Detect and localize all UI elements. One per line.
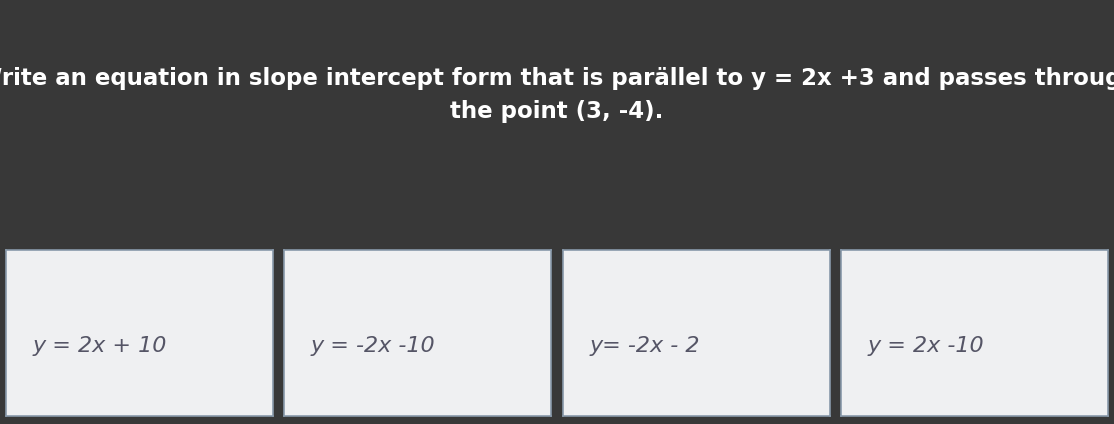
Text: Write an equation in slope intercept form that is parällel to y = 2x +3 and pass: Write an equation in slope intercept for… xyxy=(0,67,1114,123)
Text: y = -2x -10: y = -2x -10 xyxy=(311,336,436,356)
Text: y= -2x - 2: y= -2x - 2 xyxy=(589,336,700,356)
Text: y = 2x -10: y = 2x -10 xyxy=(868,336,985,356)
Text: y = 2x + 10: y = 2x + 10 xyxy=(32,336,167,356)
